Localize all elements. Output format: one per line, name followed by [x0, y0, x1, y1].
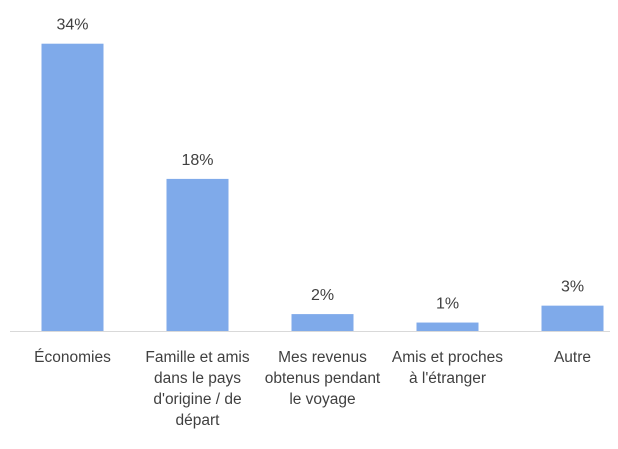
bar: [41, 43, 104, 331]
bar: [416, 322, 479, 331]
x-tick-label: Famille et amis dans le pays d'origine /…: [145, 349, 250, 429]
x-tick-label: Mes revenus obtenus pendant le voyage: [264, 349, 381, 408]
bar: [541, 305, 604, 331]
x-tick-label: Autre: [553, 349, 592, 366]
value-label: 3%: [561, 279, 584, 296]
x-tick-label: Amis et proches à l'étranger: [391, 349, 504, 387]
x-tick-label: Économies: [34, 349, 111, 366]
value-label: 18%: [181, 152, 213, 169]
value-label: 1%: [436, 296, 459, 313]
bar: [166, 178, 229, 331]
value-label: 34%: [56, 17, 88, 34]
value-label: 2%: [311, 287, 334, 304]
bar: [291, 314, 354, 331]
